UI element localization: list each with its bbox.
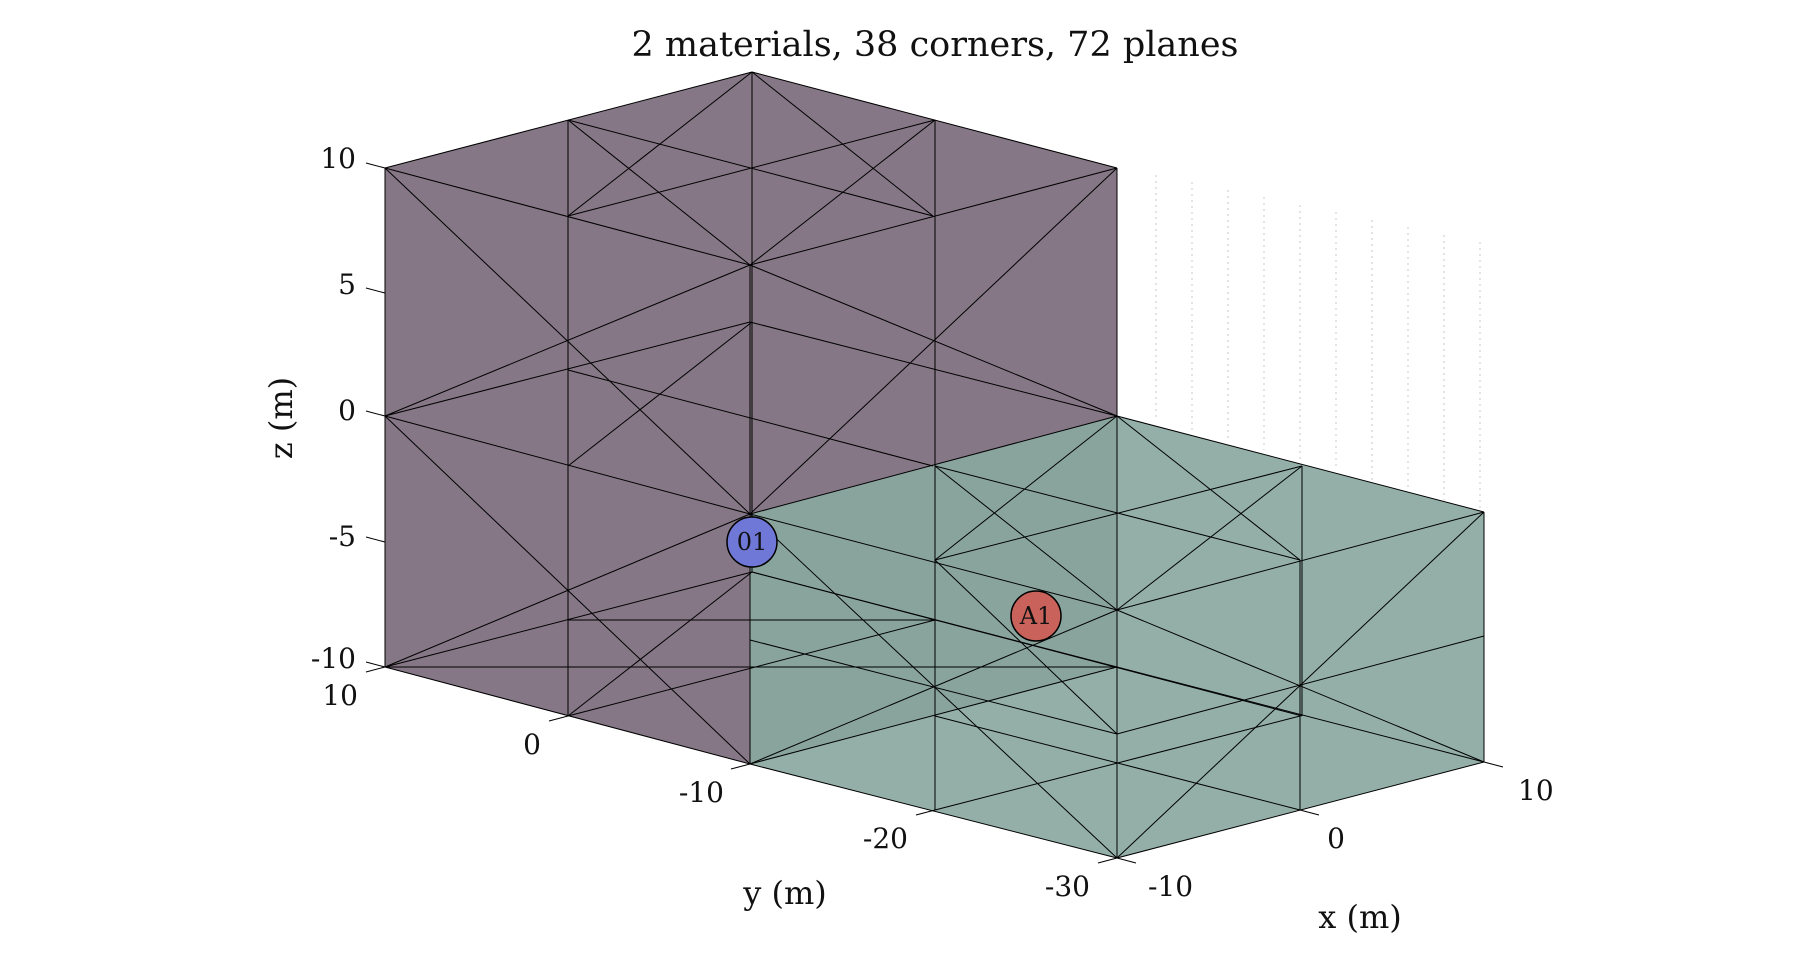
y-tick-mark (365, 666, 386, 673)
edge (567, 369, 934, 467)
edge (567, 571, 753, 717)
edge (749, 167, 1118, 515)
y-tick-mark (915, 809, 936, 816)
edge (749, 763, 1118, 859)
edge (1116, 666, 1485, 763)
edge (567, 619, 936, 717)
z-tick-label: 0 (338, 394, 356, 427)
edge (749, 513, 1118, 611)
z-tick-mark (365, 162, 386, 169)
edge (567, 321, 753, 467)
edge (749, 119, 936, 266)
x-axis-label: x (m) (1318, 898, 1402, 936)
receiver-marker: A1 (1010, 590, 1062, 642)
z-tick-label: 10 (320, 142, 356, 175)
x-tick-label: -10 (1148, 870, 1193, 903)
y-tick-label: 0 (523, 728, 541, 761)
y-axis-label: y (m) (742, 874, 827, 912)
edge (934, 715, 1301, 811)
source-label: 01 (737, 528, 768, 556)
background-grid (1155, 175, 1481, 510)
edge (751, 71, 934, 217)
x-tick-label: 0 (1327, 822, 1345, 855)
edge (384, 264, 751, 417)
z-tick-label: -5 (329, 520, 356, 553)
edge (751, 571, 1303, 717)
z-tick-mark (365, 661, 386, 668)
y-tick-mark (548, 715, 569, 722)
z-tick-mark (365, 410, 386, 417)
edge (384, 513, 751, 668)
edge (384, 666, 751, 765)
y-tick-label: -10 (679, 776, 724, 809)
y-tick-label: -30 (1045, 870, 1090, 903)
z-tick-mark (365, 287, 386, 294)
x-tick-mark (1299, 809, 1320, 816)
x-axis: -10 0 10 x (m) (1116, 761, 1554, 936)
z-tick-label: 5 (338, 268, 356, 301)
edge (749, 167, 1118, 266)
edge (749, 666, 1118, 765)
y-tick-mark (730, 763, 751, 770)
y-tick-label: 10 (322, 679, 358, 712)
y-axis: 10 0 -10 -20 -30 y (m) (322, 666, 1118, 912)
edge (934, 559, 1118, 735)
edge (934, 465, 1303, 561)
edge (749, 321, 1118, 417)
edge (567, 119, 751, 266)
edge (384, 321, 751, 417)
z-tick-label: -10 (311, 642, 356, 675)
edge (567, 71, 753, 217)
mesh-edges (384, 71, 1485, 859)
edge (1116, 415, 1485, 513)
y-tick-label: -20 (863, 822, 908, 855)
edge (749, 639, 1118, 735)
edge (1116, 465, 1303, 611)
x-tick-label: 10 (1518, 774, 1554, 807)
figure-title: 2 materials, 38 corners, 72 planes (631, 25, 1238, 65)
edge (749, 513, 1118, 859)
edge (749, 415, 1118, 515)
x-tick-mark (1116, 857, 1137, 864)
z-axis-label: z (m) (262, 377, 300, 459)
receiver-circle (1010, 590, 1062, 642)
source-marker: 01 (726, 516, 778, 568)
y-tick-mark (1097, 857, 1118, 864)
z-tick-mark (365, 536, 386, 543)
receiver-label: A1 (1019, 602, 1053, 630)
edge (384, 415, 751, 515)
x-tick-mark (1483, 761, 1504, 768)
edge (934, 415, 1118, 561)
edge (1116, 415, 1301, 561)
edge (934, 465, 1118, 611)
source-circle (726, 516, 778, 568)
z-axis: 10 5 0 -5 -10 z (m) (262, 142, 386, 675)
